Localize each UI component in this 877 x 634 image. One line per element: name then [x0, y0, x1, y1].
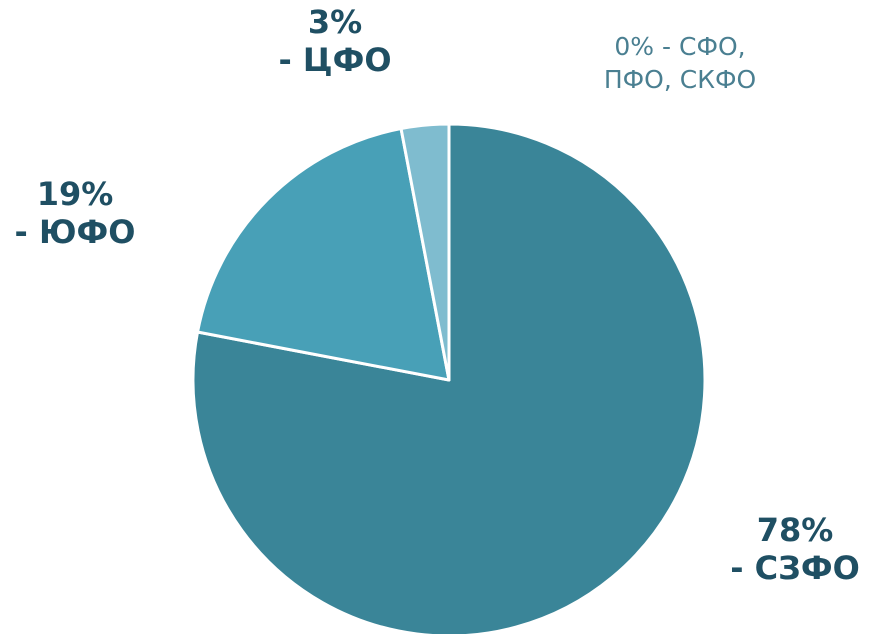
data-label-tsfo-region: - ЦФО — [278, 40, 392, 79]
data-label-szfo: 78% - СЗФО — [715, 511, 875, 588]
data-label-yufo-region: - ЮФО — [14, 212, 136, 251]
pie-slice-сзфо — [191, 122, 707, 634]
data-label-szfo-percent: 78% — [756, 511, 834, 549]
data-label-yufo: 19% - ЮФО — [0, 175, 150, 252]
data-label-tsfo: 3% - ЦФО — [265, 3, 405, 80]
data-label-other-line1: 0% - СФО, — [614, 32, 746, 61]
data-label-yufo-percent: 19% — [36, 175, 114, 213]
pie-slice-цфо — [399, 122, 451, 382]
data-label-tsfo-percent: 3% — [307, 3, 363, 41]
data-label-other-line2: ПФО, СКФО — [603, 65, 757, 94]
data-label-other: 0% - СФО, ПФО, СКФО — [565, 30, 795, 96]
data-label-szfo-region: - СЗФО — [730, 548, 860, 587]
pie-slice-юфо — [196, 127, 451, 382]
